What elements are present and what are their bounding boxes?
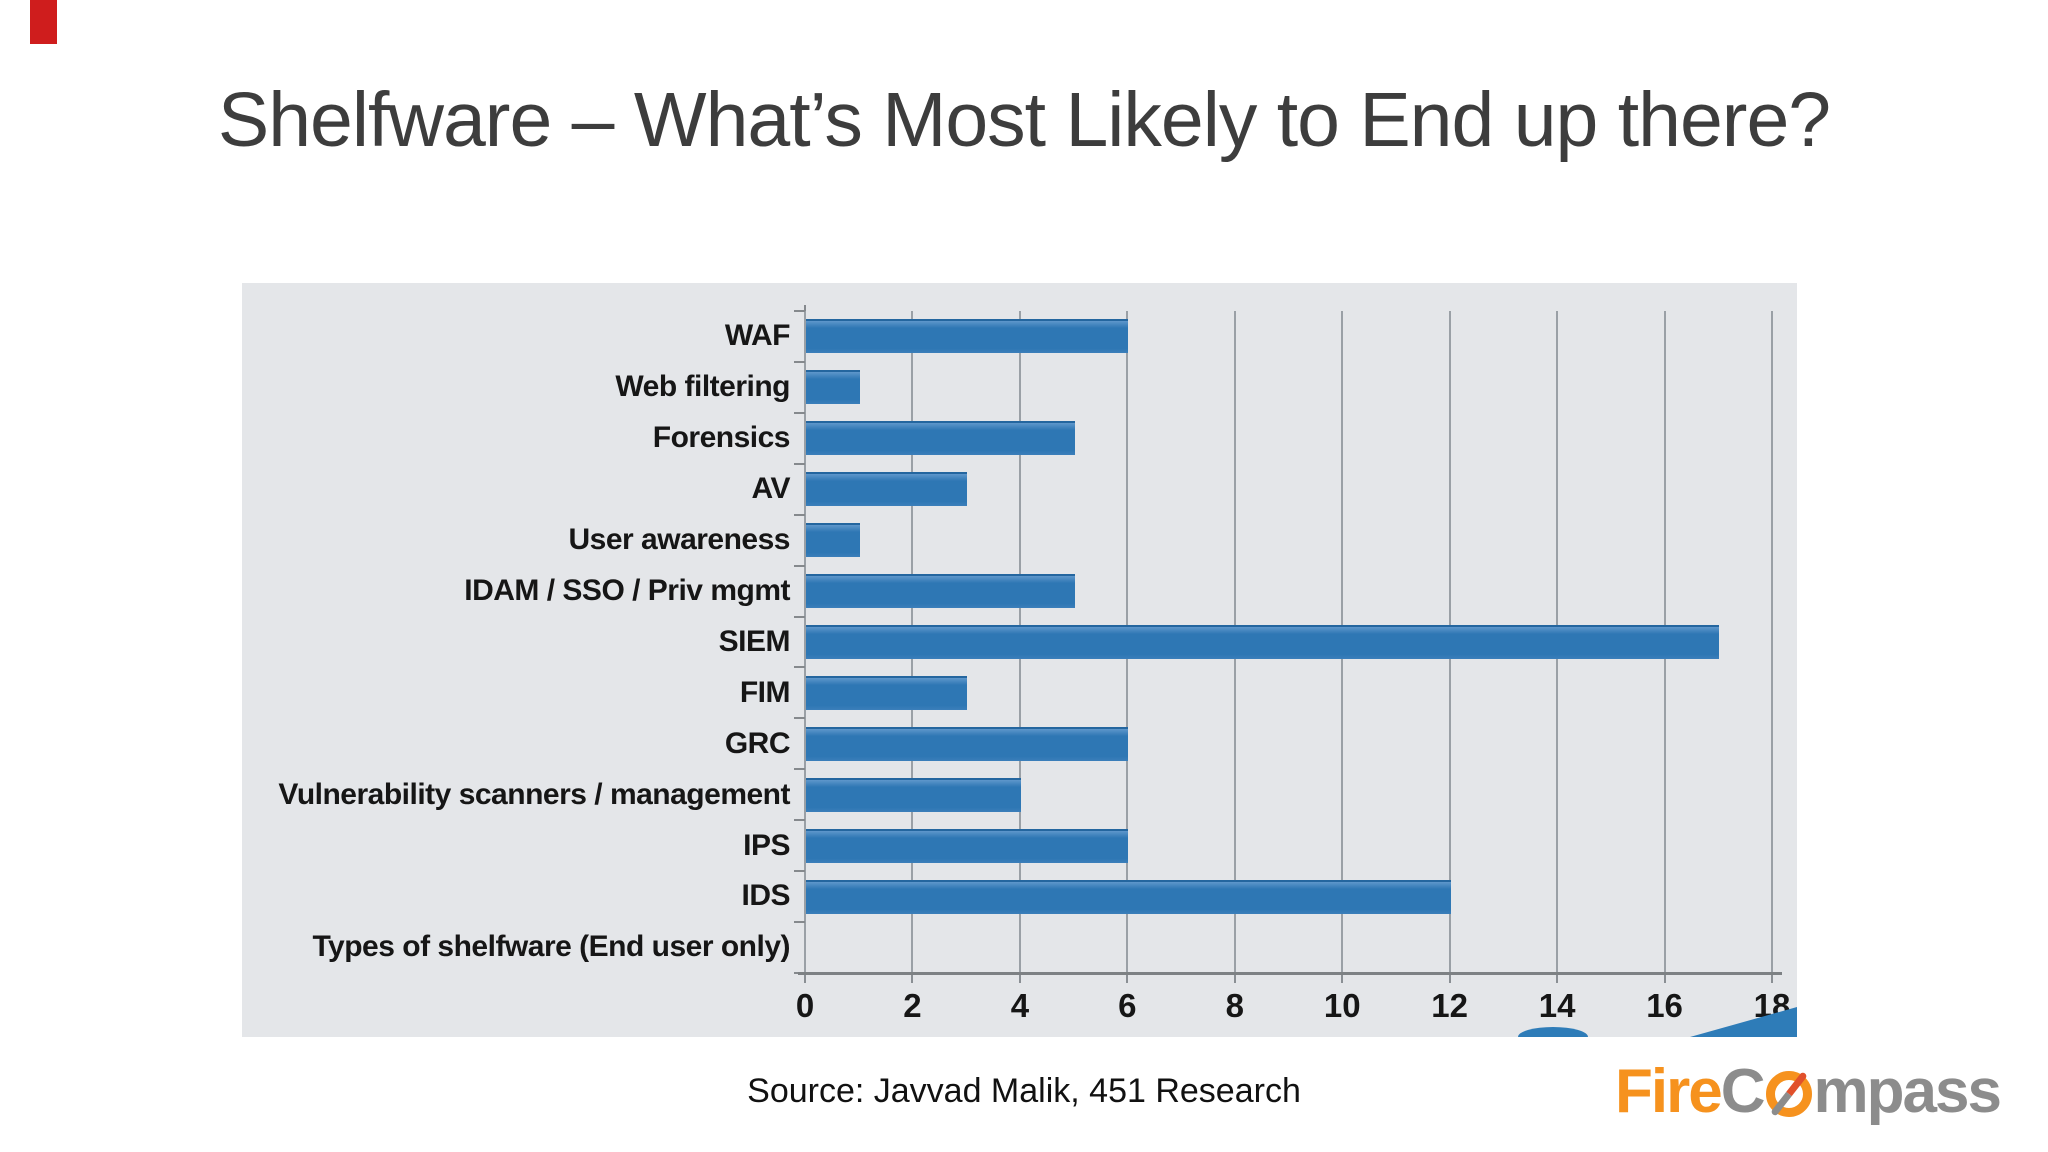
bar	[806, 625, 1720, 659]
red-corner-marker	[30, 0, 57, 44]
bar	[806, 726, 1129, 761]
bar	[806, 574, 1075, 609]
y-tick-mark	[794, 462, 805, 465]
logo-text-mpass: mpass	[1813, 1056, 2002, 1126]
x-tick-mark	[911, 973, 914, 983]
bar	[806, 777, 1021, 812]
category-label: Types of shelfware (End user only)	[312, 930, 790, 964]
x-tick-label: 2	[903, 987, 922, 1024]
x-axis-line	[798, 972, 1782, 975]
x-axis-ticks: 0 2 4 6 8 10 12 14 16 18	[796, 983, 1791, 1029]
x-tick-mark	[1448, 973, 1451, 983]
category-label: AV	[751, 472, 791, 506]
category-label: IPS	[743, 828, 790, 862]
bar	[806, 523, 860, 558]
x-tick-label: 12	[1431, 987, 1469, 1024]
logo-text-fire: Fire	[1615, 1056, 1723, 1126]
category-label: WAF	[724, 319, 791, 353]
category-label: User awareness	[568, 523, 791, 557]
x-tick-label: 4	[1010, 987, 1030, 1024]
category-label: IDAM / SSO / Priv mgmt	[464, 573, 790, 607]
plot-area	[794, 305, 1773, 983]
y-tick-mark	[794, 411, 805, 414]
slide-title: Shelfware – What’s Most Likely to End up…	[217, 77, 1831, 163]
bar	[806, 675, 968, 710]
category-label: SIEM	[718, 624, 791, 658]
y-tick-mark	[794, 564, 805, 567]
y-tick-mark	[794, 717, 805, 720]
y-tick-mark	[794, 360, 805, 363]
category-label: Vulnerability scanners / management	[278, 777, 790, 811]
blue-swoosh-small	[1518, 1027, 1588, 1037]
x-tick-mark	[1126, 973, 1129, 983]
category-label: Forensics	[652, 421, 791, 455]
bar	[806, 421, 1075, 456]
category-labels: WAF Web filtering Forensics AV User awarenes…	[242, 311, 790, 973]
x-tick-mark	[1018, 973, 1021, 983]
x-tick-label: 8	[1225, 987, 1244, 1024]
compass-icon	[1765, 1071, 1812, 1117]
bar	[806, 472, 968, 507]
source-caption: Source: Javvad Malik, 451 Research	[747, 1072, 1301, 1110]
bar	[806, 319, 1129, 354]
y-tick-mark	[794, 310, 805, 312]
x-tick-label: 0	[795, 987, 815, 1024]
category-label: IDS	[741, 879, 790, 913]
bar	[806, 828, 1129, 863]
x-tick-mark	[804, 973, 806, 983]
x-tick-label: 6	[1118, 987, 1137, 1024]
category-label: GRC	[724, 726, 791, 760]
logo-text-c: C	[1720, 1056, 1766, 1126]
x-tick-label: 16	[1646, 987, 1683, 1024]
bar	[806, 879, 1451, 914]
bar-chart: WAF Web filtering Forensics AV User awarenes…	[242, 283, 1797, 1037]
y-tick-mark	[794, 513, 805, 516]
gridline	[804, 311, 806, 973]
y-tick-mark	[794, 870, 805, 873]
y-tick-mark	[794, 921, 805, 924]
gridline	[1771, 311, 1773, 973]
x-tick-mark	[1663, 973, 1666, 983]
compass-needle-icon	[1769, 1071, 1808, 1117]
y-tick-mark	[794, 768, 805, 771]
category-label: Web filtering	[615, 370, 790, 404]
x-tick-label: 10	[1323, 987, 1361, 1024]
x-tick-mark	[1341, 973, 1344, 983]
x-tick-mark	[1556, 973, 1559, 983]
category-label: FIM	[739, 675, 791, 709]
bar	[806, 370, 860, 405]
x-tick-label: 14	[1538, 987, 1576, 1024]
x-tick-mark	[1233, 973, 1236, 983]
x-tick-mark	[1771, 973, 1773, 983]
y-tick-mark	[794, 666, 805, 669]
y-tick-mark	[794, 615, 805, 618]
y-tick-mark	[794, 819, 805, 822]
